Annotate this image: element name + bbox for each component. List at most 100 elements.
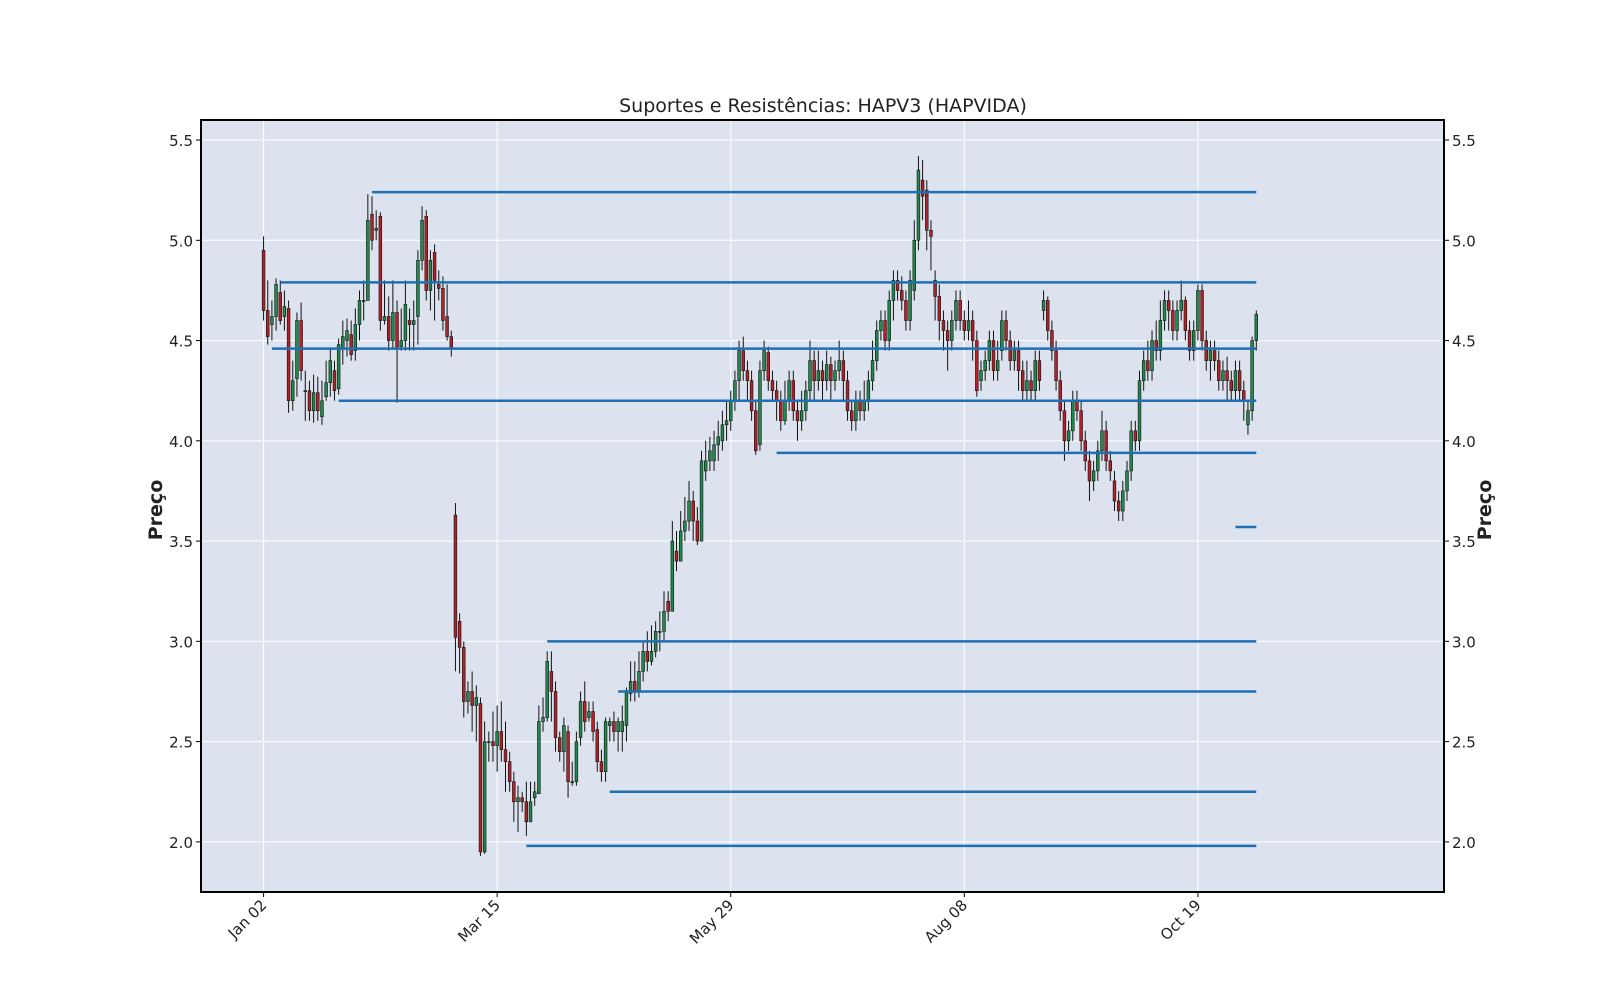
candle xyxy=(758,360,762,451)
candle xyxy=(357,290,362,341)
candle-body xyxy=(503,749,508,762)
candle-body xyxy=(729,400,733,422)
y-tick-label-left: 4.5 xyxy=(169,333,193,351)
candle xyxy=(845,370,850,421)
y-tick-label-right: 3.0 xyxy=(1452,633,1476,651)
candle-body xyxy=(741,350,745,371)
candle xyxy=(1208,340,1213,381)
candle-body xyxy=(1154,340,1158,351)
candle-body xyxy=(570,781,574,784)
candle xyxy=(658,611,662,652)
candle-body xyxy=(745,370,750,381)
candle xyxy=(1037,350,1042,391)
candle-body xyxy=(670,540,675,612)
candle-body xyxy=(970,320,975,341)
candle-body xyxy=(1208,350,1213,361)
candle xyxy=(1004,310,1008,351)
candle xyxy=(1196,284,1200,341)
candle xyxy=(616,717,620,752)
candle xyxy=(299,302,303,381)
candle-body xyxy=(407,320,412,325)
candle xyxy=(678,511,683,562)
candle-body xyxy=(1091,470,1096,482)
candle-body xyxy=(633,681,637,692)
y-tick-label-right: 2.5 xyxy=(1452,734,1476,752)
candle-body xyxy=(466,691,470,702)
candle-body xyxy=(891,280,896,301)
candle-body xyxy=(353,324,358,351)
candle xyxy=(495,705,499,772)
candle xyxy=(1087,450,1092,501)
candle-body xyxy=(336,344,341,389)
candle-body xyxy=(812,360,816,381)
candle xyxy=(887,290,891,351)
candle xyxy=(745,360,750,401)
candle-body xyxy=(1158,320,1163,351)
candle xyxy=(1183,296,1188,341)
candle-body xyxy=(708,450,712,462)
candle xyxy=(954,290,958,331)
candle xyxy=(704,440,708,481)
candle-body xyxy=(883,320,887,341)
candle-body xyxy=(282,306,287,317)
candle xyxy=(695,507,700,546)
candle-body xyxy=(941,320,946,331)
candle-body xyxy=(845,380,850,412)
candle-body xyxy=(595,729,599,762)
candle-body xyxy=(858,400,862,412)
chart-title: Suportes e Resistências: HAPV3 (HAPVIDA) xyxy=(619,95,1027,117)
candle-body xyxy=(612,721,616,732)
candle xyxy=(1158,300,1163,361)
candle xyxy=(908,270,912,331)
candle-body xyxy=(1233,370,1238,392)
candle xyxy=(1246,400,1250,435)
candle xyxy=(891,270,896,321)
candle-body xyxy=(837,360,841,371)
candle xyxy=(691,490,695,542)
candle xyxy=(687,480,691,532)
candle xyxy=(324,360,328,401)
candle xyxy=(528,781,533,823)
candle xyxy=(1083,430,1087,471)
candle-body xyxy=(649,651,654,662)
candle xyxy=(612,711,616,742)
candle xyxy=(962,310,967,341)
candle-body xyxy=(1071,400,1075,432)
candle-body xyxy=(1041,300,1046,311)
candle-body xyxy=(299,320,303,371)
candle xyxy=(587,701,591,722)
candle-body xyxy=(428,260,433,291)
candle-body xyxy=(1217,360,1221,381)
candle-body xyxy=(758,370,762,446)
candle-body xyxy=(482,741,487,853)
candle xyxy=(712,430,716,471)
candle-body xyxy=(987,340,992,361)
candle-body xyxy=(403,304,408,341)
candle-body xyxy=(357,300,362,325)
candle xyxy=(812,350,816,401)
candle xyxy=(824,350,829,391)
candle xyxy=(1108,450,1113,481)
candle xyxy=(1133,420,1138,451)
candle xyxy=(1175,300,1179,341)
candle xyxy=(879,310,883,341)
candle-body xyxy=(487,741,491,743)
candle xyxy=(1150,330,1154,381)
candle-body xyxy=(849,410,854,422)
candle xyxy=(545,651,549,722)
y-tick-label-left: 4.0 xyxy=(169,433,193,451)
candle-body xyxy=(975,340,979,392)
candle xyxy=(929,220,933,271)
candle xyxy=(1167,290,1171,331)
candle xyxy=(608,717,612,742)
candle xyxy=(437,270,441,301)
candle-body xyxy=(499,731,504,750)
candle-body xyxy=(478,703,483,853)
candle xyxy=(1021,360,1025,401)
candle xyxy=(336,338,341,395)
candle xyxy=(1112,470,1117,512)
candle xyxy=(628,661,633,702)
candle xyxy=(754,400,758,455)
candle xyxy=(699,450,704,542)
candle xyxy=(966,300,971,341)
